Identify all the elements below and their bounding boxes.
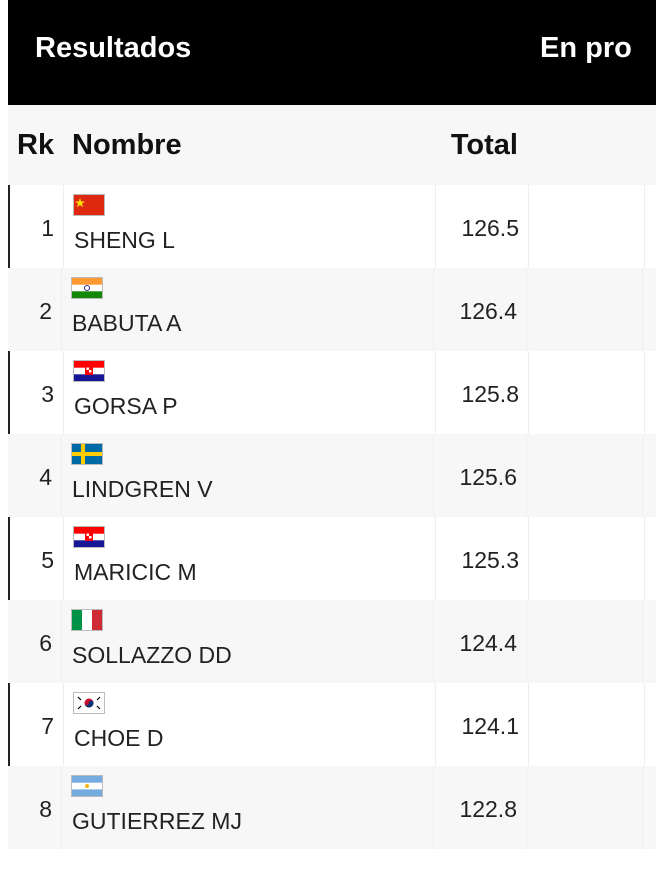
rank: 6: [39, 630, 52, 656]
flag-icon: [74, 361, 104, 381]
flag: [71, 609, 103, 631]
total: 124.4: [459, 630, 517, 656]
flag: [73, 194, 105, 216]
empty-cell: [529, 185, 645, 268]
flag-icon: [72, 278, 102, 298]
column-label[interactable]: Nombre: [72, 129, 182, 161]
total-cell: 126.5: [436, 185, 529, 268]
athlete-name[interactable]: CHOE D: [74, 725, 164, 751]
column-label[interactable]: Rk: [17, 129, 55, 161]
total: 125.6: [459, 464, 517, 490]
rank-cell: 7: [10, 683, 64, 766]
total-cell: 125.8: [436, 351, 529, 434]
header-bar: Resultados En pro: [8, 0, 656, 105]
flag: [71, 277, 103, 299]
total: 125.8: [461, 381, 519, 407]
flag: [73, 360, 105, 382]
empty-cell: [527, 766, 643, 849]
total: 126.5: [461, 215, 519, 241]
name-cell: GUTIERREZ MJ: [62, 766, 434, 849]
flag-icon: [72, 444, 102, 464]
column-label[interactable]: Total: [450, 129, 518, 161]
rank: 8: [39, 796, 52, 822]
athlete-name[interactable]: BABUTA A: [72, 310, 182, 336]
total-cell: 126.4: [434, 268, 527, 351]
total-cell: 124.1: [436, 683, 529, 766]
column-header: Rk Nombre Total: [8, 105, 656, 185]
name-cell: CHOE D: [64, 683, 436, 766]
name-cell: SOLLAZZO DD: [62, 600, 434, 683]
flag-icon: [74, 693, 104, 713]
total: 126.4: [459, 298, 517, 324]
table-row[interactable]: 3 GORSA P 125.8: [8, 351, 656, 434]
athlete-name[interactable]: LINDGREN V: [72, 476, 213, 502]
athlete-name[interactable]: SOLLAZZO DD: [72, 642, 232, 668]
rank: 2: [39, 298, 52, 324]
table-row[interactable]: 8 GUTIERREZ MJ 122.8: [8, 766, 656, 849]
total-cell: 125.3: [436, 517, 529, 600]
athlete-name[interactable]: GORSA P: [74, 393, 178, 419]
rank-cell: 3: [10, 351, 64, 434]
total: 124.1: [461, 713, 519, 739]
rank: 4: [39, 464, 52, 490]
total-cell: 125.6: [434, 434, 527, 517]
empty-cell: [527, 600, 643, 683]
athlete-name[interactable]: MARICIC M: [74, 559, 197, 585]
empty-cell: [529, 683, 645, 766]
total: 125.3: [461, 547, 519, 573]
table-row[interactable]: 6 SOLLAZZO DD 124.4: [8, 600, 656, 683]
rank: 1: [41, 215, 54, 241]
empty-cell: [529, 517, 645, 600]
header-tab[interactable]: En pro: [540, 32, 632, 64]
total-cell: 124.4: [434, 600, 527, 683]
rank-cell: 4: [8, 434, 62, 517]
table-row[interactable]: 2 BABUTA A 126.4: [8, 268, 656, 351]
name-cell: LINDGREN V: [62, 434, 434, 517]
table-row[interactable]: 1 SHENG L 126.5: [8, 185, 656, 268]
rank-cell: 2: [8, 268, 62, 351]
empty-cell: [527, 268, 643, 351]
total-cell: 122.8: [434, 766, 527, 849]
athlete-name[interactable]: SHENG L: [74, 227, 175, 253]
flag-icon: [74, 527, 104, 547]
name-cell: GORSA P: [64, 351, 436, 434]
name-cell: SHENG L: [64, 185, 436, 268]
rank-cell: 6: [8, 600, 62, 683]
table-row[interactable]: 5 MARICIC M 125.3: [8, 517, 656, 600]
flag: [71, 443, 103, 465]
flag: [71, 775, 103, 797]
athlete-name[interactable]: GUTIERREZ MJ: [72, 808, 242, 834]
rank-cell: 8: [8, 766, 62, 849]
table-row[interactable]: 4 LINDGREN V 125.6: [8, 434, 656, 517]
empty-cell: [529, 351, 645, 434]
flag-icon: [74, 195, 104, 215]
flag: [73, 692, 105, 714]
rank: 3: [41, 381, 54, 407]
rank-cell: 1: [10, 185, 64, 268]
rank: 5: [41, 547, 54, 573]
total: 122.8: [459, 796, 517, 822]
table-row[interactable]: 7 CHOE D 124.1: [8, 683, 656, 766]
name-cell: MARICIC M: [64, 517, 436, 600]
empty-cell: [527, 434, 643, 517]
rank-cell: 5: [10, 517, 64, 600]
header-title: Resultados: [35, 32, 192, 64]
flag-icon: [72, 610, 102, 630]
flag-icon: [72, 776, 102, 796]
flag: [73, 526, 105, 548]
name-cell: BABUTA A: [62, 268, 434, 351]
rank: 7: [41, 713, 54, 739]
